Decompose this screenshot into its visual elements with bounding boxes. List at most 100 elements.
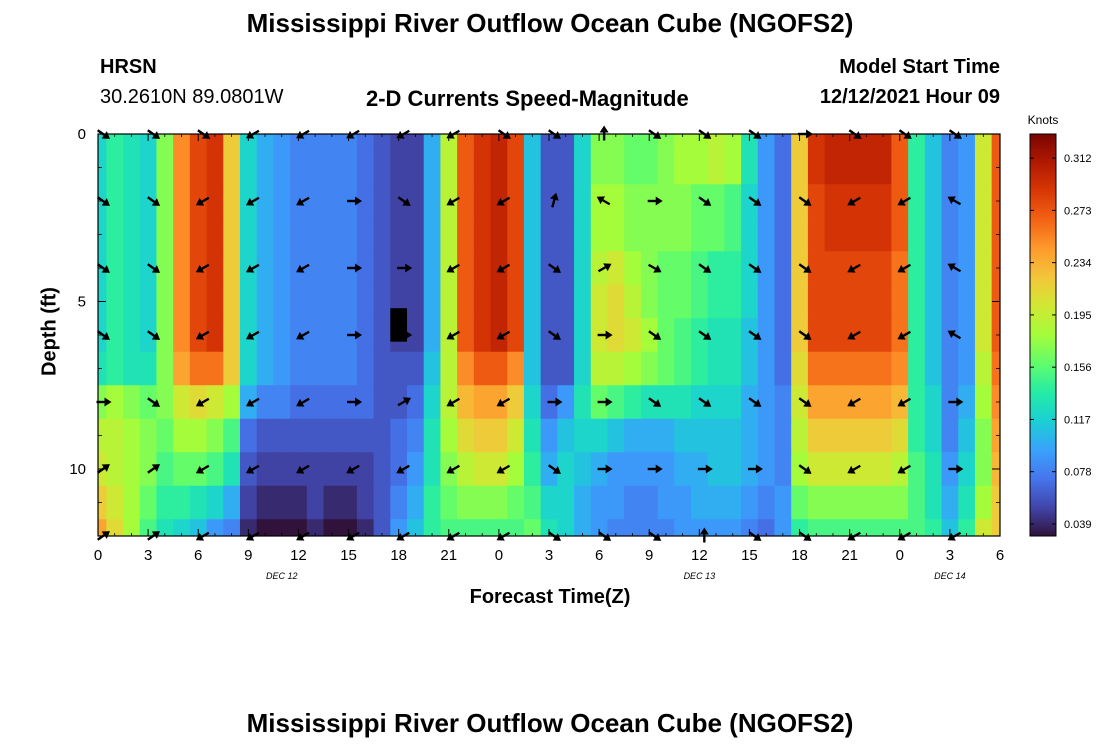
vector-arrow — [847, 397, 861, 407]
heatmap-cell — [924, 519, 943, 536]
heatmap-cell — [106, 150, 124, 185]
heatmap-cell — [507, 452, 525, 487]
heatmap-cell — [574, 134, 592, 152]
heatmap-cell — [824, 485, 842, 520]
heatmap-cell — [590, 284, 609, 319]
vector-arrow — [947, 263, 962, 273]
vector-arrow — [599, 125, 609, 141]
heatmap-cell — [173, 134, 191, 152]
heatmap-cell — [574, 385, 592, 420]
heatmap-cell — [239, 519, 258, 536]
heatmap-cell — [674, 418, 692, 453]
heatmap-cell — [941, 351, 959, 386]
heatmap-cell — [557, 150, 575, 185]
heatmap-cell — [256, 452, 274, 487]
heatmap-cell — [156, 385, 174, 420]
heatmap-cell — [690, 150, 709, 185]
heatmap-cell — [791, 485, 809, 520]
heatmap-cell — [757, 251, 776, 286]
heatmap-cell — [223, 351, 241, 386]
heatmap-cell — [557, 217, 575, 252]
vector-arrow — [798, 263, 812, 273]
heatmap-cell — [607, 418, 625, 453]
heatmap-cell — [791, 452, 809, 487]
vector-arrow — [648, 330, 662, 340]
heatmap-cell — [958, 217, 976, 252]
heatmap-cell — [624, 284, 642, 319]
heatmap-cell — [690, 351, 709, 386]
heatmap-cell — [156, 184, 174, 219]
heatmap-cell — [323, 284, 341, 319]
heatmap-cell — [908, 217, 926, 252]
heatmap-cell — [273, 318, 291, 353]
bottom-title: Mississippi River Outflow Ocean Cube (NG… — [246, 708, 854, 738]
heatmap-cell — [306, 184, 325, 219]
heatmap-cell — [306, 519, 325, 536]
heatmap-cell — [791, 284, 809, 319]
heatmap-cell — [273, 150, 291, 185]
heatmap-cell — [223, 418, 241, 453]
vector-arrow — [847, 263, 861, 273]
heatmap-cell — [473, 134, 492, 152]
heatmap-cell — [757, 150, 776, 185]
heatmap-cell — [757, 184, 776, 219]
station-name: HRSN — [100, 56, 157, 78]
heatmap-cell — [323, 251, 341, 286]
heatmap-cell — [974, 452, 993, 487]
heatmap-cell — [173, 519, 191, 536]
heatmap-cell — [206, 519, 224, 536]
heatmap-cell — [106, 251, 124, 286]
heatmap-cell — [624, 418, 642, 453]
heatmap-cell — [657, 217, 675, 252]
heatmap-cell — [774, 452, 792, 487]
heatmap-cell — [807, 318, 826, 353]
colorbar-scale — [1029, 133, 1057, 537]
heatmap-cell — [724, 351, 742, 386]
vector-arrow — [195, 464, 210, 474]
heatmap-cell — [924, 251, 943, 286]
vector-arrow — [948, 397, 964, 407]
heatmap-cell — [974, 519, 993, 536]
heatmap-cell — [841, 418, 859, 453]
heatmap-cell — [841, 519, 859, 536]
heatmap-cell — [507, 184, 525, 219]
colorbar-tick-label: 0.117 — [1064, 414, 1091, 426]
heatmap-cell — [123, 184, 141, 219]
vector-arrow — [396, 464, 410, 474]
heatmap-cell — [858, 184, 876, 219]
heatmap-cells — [98, 134, 1000, 536]
heatmap-cell — [958, 134, 976, 152]
heatmap-cell — [156, 351, 174, 386]
heatmap-cell — [674, 318, 692, 353]
heatmap-cell — [139, 251, 158, 286]
heatmap-cell — [123, 318, 141, 353]
vector-arrow — [597, 464, 613, 474]
heatmap-cell — [724, 418, 742, 453]
heatmap-cell — [574, 351, 592, 386]
heatmap-cell — [791, 519, 809, 536]
heatmap-cell — [858, 418, 876, 453]
heatmap-cell — [373, 318, 391, 353]
vector-arrow — [147, 196, 161, 206]
heatmap-cell — [657, 418, 675, 453]
heatmap-cell — [924, 418, 943, 453]
heatmap-cell — [407, 217, 425, 252]
heatmap-cell — [523, 318, 542, 353]
heatmap-cell — [123, 385, 141, 420]
heatmap-cell — [256, 284, 274, 319]
heatmap-cell — [106, 418, 124, 453]
vector-arrow — [347, 330, 363, 340]
heatmap-cell — [791, 134, 809, 152]
heatmap-cell — [440, 217, 458, 252]
heatmap-cell — [173, 351, 191, 386]
vector-arrow — [397, 397, 412, 407]
heatmap-cell — [440, 150, 458, 185]
heatmap-cell — [624, 251, 642, 286]
heatmap-cell — [390, 485, 408, 520]
vector-arrow — [496, 464, 511, 474]
heatmap-cell — [390, 418, 408, 453]
heatmap-cell — [657, 134, 675, 152]
heatmap-cell — [223, 519, 241, 536]
heatmap-cell — [540, 284, 558, 319]
heatmap-cell — [98, 351, 107, 386]
